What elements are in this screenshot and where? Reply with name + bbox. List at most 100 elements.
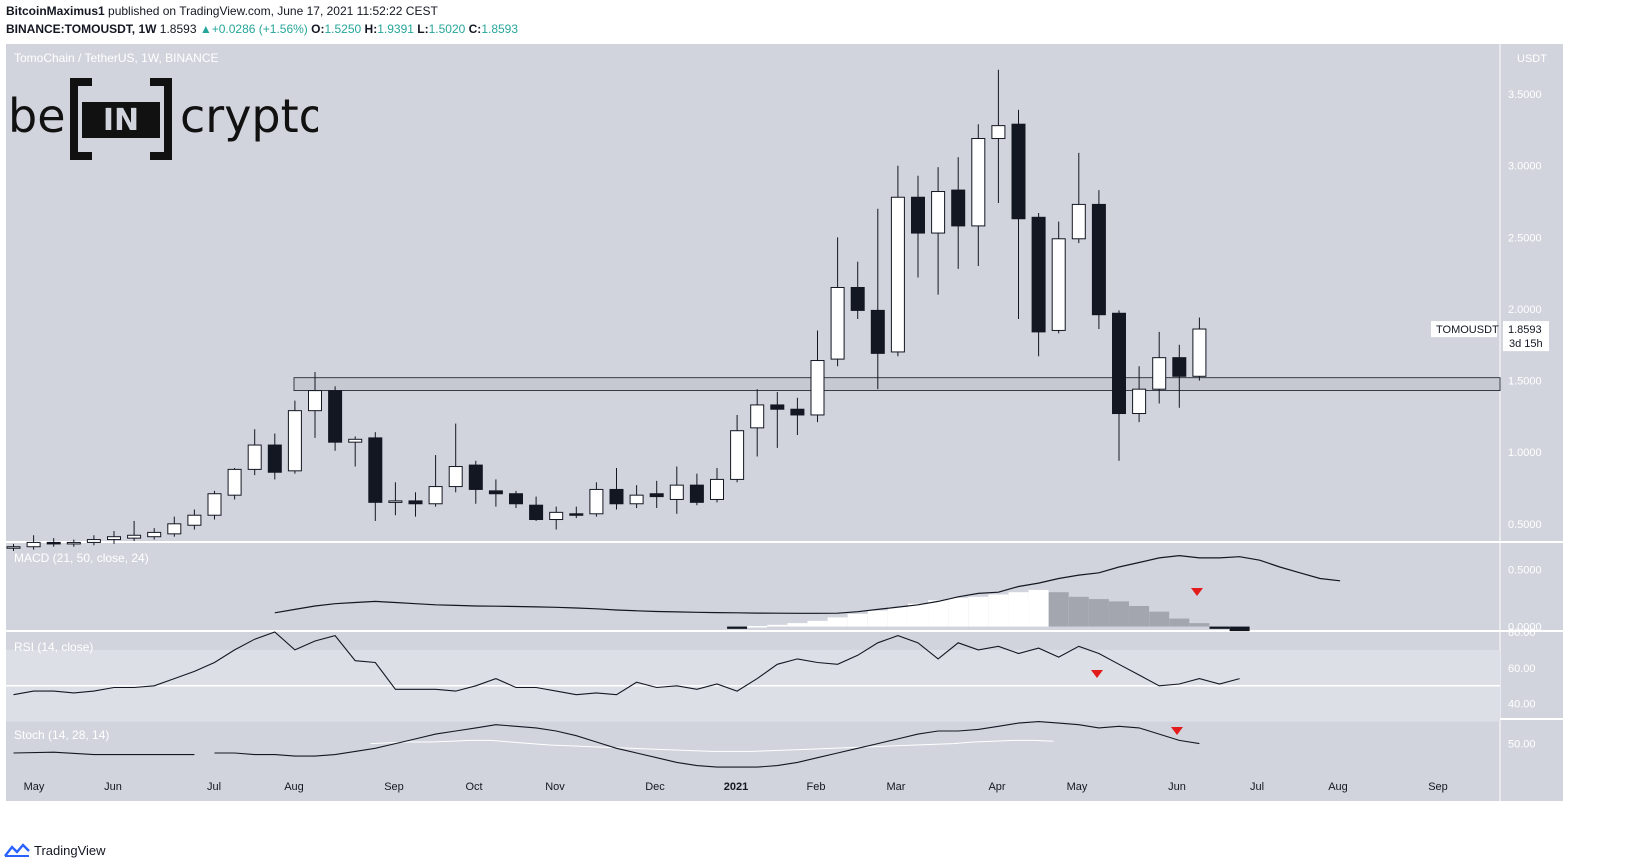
candle[interactable] bbox=[1132, 388, 1147, 415]
candle[interactable] bbox=[287, 410, 302, 472]
candle[interactable] bbox=[509, 493, 523, 505]
ohlc-line: BINANCE:TOMOUSDT, 1W 1.8593 ▲+0.0286 (+1… bbox=[6, 22, 518, 36]
candle[interactable] bbox=[710, 478, 724, 500]
logo-text-center: IN bbox=[103, 103, 139, 138]
time-tick-label: Jun bbox=[104, 781, 122, 793]
time-axis-area[interactable] bbox=[6, 775, 1563, 801]
macd-histogram-bar bbox=[948, 597, 969, 627]
close-value: 1.8593 bbox=[481, 22, 519, 36]
price-unit-label: USDT bbox=[1517, 53, 1547, 65]
macd-histogram-bar bbox=[1149, 611, 1170, 627]
time-tick-label: Dec bbox=[645, 781, 665, 793]
candle[interactable] bbox=[649, 493, 664, 498]
candle[interactable] bbox=[609, 488, 624, 505]
candle[interactable] bbox=[830, 286, 845, 360]
candle[interactable] bbox=[1051, 238, 1066, 331]
candle[interactable] bbox=[388, 500, 403, 503]
candle[interactable] bbox=[951, 189, 966, 227]
candle[interactable] bbox=[1152, 357, 1167, 390]
macd-histogram-bar bbox=[827, 617, 848, 627]
candle[interactable] bbox=[911, 196, 925, 234]
candle[interactable] bbox=[66, 541, 81, 545]
candle[interactable] bbox=[308, 390, 322, 412]
time-tick-label: Sep bbox=[1428, 781, 1448, 793]
candle[interactable] bbox=[147, 531, 162, 538]
tradingview-footer[interactable]: TradingView bbox=[4, 842, 106, 858]
candle[interactable] bbox=[6, 546, 21, 549]
candle[interactable] bbox=[870, 309, 885, 354]
tradingview-brand: TradingView bbox=[34, 842, 106, 858]
candle[interactable] bbox=[1172, 357, 1187, 377]
candle[interactable] bbox=[890, 196, 905, 353]
candle[interactable] bbox=[1031, 216, 1046, 333]
candle[interactable] bbox=[770, 404, 785, 410]
macd-histogram-bar bbox=[727, 626, 748, 629]
candle[interactable] bbox=[730, 430, 745, 480]
candle[interactable] bbox=[26, 541, 41, 548]
support-zone[interactable] bbox=[293, 377, 1501, 392]
candle[interactable] bbox=[629, 494, 644, 505]
candle[interactable] bbox=[750, 404, 765, 429]
candle[interactable] bbox=[328, 390, 343, 443]
bearish-signal-triangle-icon bbox=[1171, 727, 1183, 735]
candle[interactable] bbox=[931, 191, 946, 234]
candle[interactable] bbox=[1192, 328, 1207, 377]
candle[interactable] bbox=[1011, 123, 1026, 220]
price-tick-label: 1.0000 bbox=[1508, 447, 1542, 459]
author-name[interactable]: BitcoinMaximus1 bbox=[6, 4, 105, 18]
candle[interactable] bbox=[207, 493, 222, 516]
candle[interactable] bbox=[247, 444, 262, 470]
logo-text-left: be bbox=[8, 89, 66, 143]
time-tick-label: Aug bbox=[284, 781, 304, 793]
candle[interactable] bbox=[810, 360, 825, 416]
last-price-symbol-box bbox=[1431, 321, 1497, 338]
logo-center-block bbox=[82, 102, 160, 138]
macd-tick-label: 0.0000 bbox=[1508, 622, 1542, 634]
price-pane-title: TomoChain / TetherUS, 1W, BINANCE bbox=[14, 51, 219, 65]
macd-histogram-bar bbox=[747, 625, 768, 628]
candle[interactable] bbox=[428, 486, 443, 505]
candle[interactable] bbox=[348, 438, 363, 443]
candle[interactable] bbox=[227, 468, 242, 496]
candle[interactable] bbox=[187, 514, 202, 526]
candle[interactable] bbox=[1091, 203, 1106, 316]
price-tick-label: 2.0000 bbox=[1508, 304, 1542, 316]
candle[interactable] bbox=[1112, 312, 1126, 415]
candle[interactable] bbox=[529, 504, 544, 521]
candle[interactable] bbox=[267, 444, 282, 473]
last-price-box bbox=[1503, 321, 1549, 352]
candle[interactable] bbox=[127, 534, 142, 539]
time-tick-label: Aug bbox=[1328, 781, 1348, 793]
rsi-tick-label: 40.00 bbox=[1508, 699, 1536, 711]
rsi-pane-title: RSI (14, close) bbox=[14, 640, 93, 654]
candle[interactable] bbox=[669, 484, 684, 500]
candle[interactable] bbox=[46, 541, 61, 545]
time-tick-label: 2021 bbox=[724, 781, 748, 793]
candle[interactable] bbox=[991, 125, 1006, 140]
logo-bracket-right bbox=[150, 78, 172, 160]
candle[interactable] bbox=[86, 539, 101, 543]
candle[interactable] bbox=[368, 437, 383, 503]
candle[interactable] bbox=[468, 464, 483, 490]
macd-histogram-bar bbox=[1088, 599, 1109, 627]
candle[interactable] bbox=[569, 513, 584, 516]
candle[interactable] bbox=[971, 138, 986, 227]
candle[interactable] bbox=[850, 286, 865, 311]
price-tick-label: 0.5000 bbox=[1508, 519, 1542, 531]
macd-histogram-bar bbox=[847, 613, 868, 627]
time-tick-label: Jun bbox=[1168, 781, 1186, 793]
candle[interactable] bbox=[408, 500, 423, 505]
candle[interactable] bbox=[488, 490, 503, 495]
price-axis-area[interactable] bbox=[1500, 44, 1563, 775]
candle[interactable] bbox=[790, 408, 805, 416]
candle[interactable] bbox=[589, 488, 604, 515]
macd-line bbox=[274, 554, 1341, 614]
candle[interactable] bbox=[448, 466, 463, 488]
candle[interactable] bbox=[107, 536, 121, 541]
candle[interactable] bbox=[1071, 203, 1086, 240]
candle[interactable] bbox=[549, 511, 564, 521]
candle[interactable] bbox=[167, 523, 182, 535]
open-value: 1.5250 bbox=[324, 22, 362, 36]
candle[interactable] bbox=[689, 484, 704, 503]
